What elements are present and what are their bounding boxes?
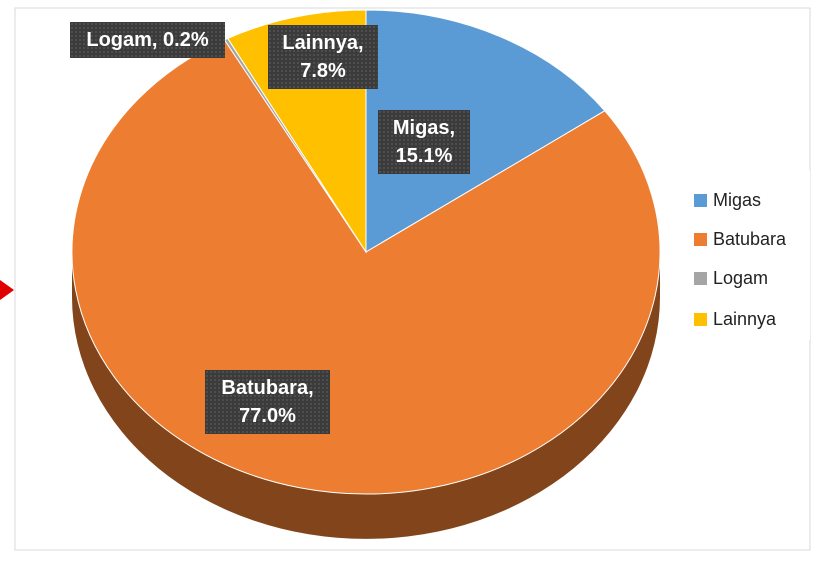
legend-item: Batubara [694, 228, 786, 250]
slice [365, 9, 606, 253]
legend-item: Lainnya [694, 308, 776, 330]
pie [71, 9, 661, 539]
legend-swatch [694, 313, 707, 326]
data-label: Logam, 0.2% [70, 22, 225, 58]
legend-item: Migas [694, 189, 761, 211]
legend-label: Migas [713, 190, 762, 210]
legend: Migas Batubara Logam Lainnya [688, 170, 810, 340]
legend-swatch [694, 272, 707, 285]
data-label: Migas, 15.1% [378, 110, 470, 174]
data-label: Batubara, 77.0% [205, 370, 330, 434]
legend-label: Batubara [713, 229, 787, 249]
arrow [0, 280, 14, 300]
legend-swatch [694, 233, 707, 246]
slice-side [72, 252, 660, 539]
legend-swatch [694, 194, 707, 207]
legend-item: Logam [694, 267, 768, 289]
legend-label: Logam [713, 268, 769, 288]
legend-label: Lainnya [713, 309, 777, 329]
data-label: Lainnya, 7.8% [268, 25, 378, 89]
